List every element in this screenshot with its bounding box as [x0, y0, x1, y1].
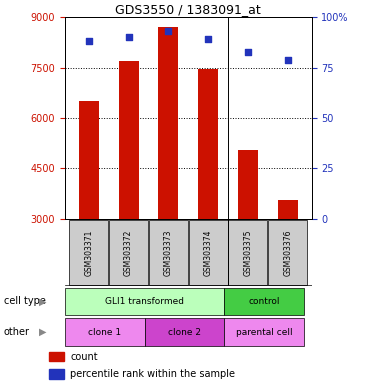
Bar [145, 318, 224, 346]
Bar [109, 220, 148, 285]
Bar [224, 288, 304, 315]
Text: ▶: ▶ [39, 296, 46, 306]
Bar [69, 220, 108, 285]
Text: GSM303374: GSM303374 [204, 229, 213, 276]
Bar [65, 288, 224, 315]
Point [165, 28, 171, 35]
Text: GSM303375: GSM303375 [243, 229, 253, 276]
Bar [119, 61, 138, 219]
Bar [79, 101, 99, 219]
Text: cell type: cell type [4, 296, 46, 306]
Bar [49, 369, 63, 379]
Bar [229, 220, 267, 285]
Text: control: control [248, 297, 280, 306]
Point [126, 35, 132, 41]
Bar [224, 318, 304, 346]
Title: GDS3550 / 1383091_at: GDS3550 / 1383091_at [115, 3, 261, 16]
Bar [189, 220, 228, 285]
Bar [65, 318, 145, 346]
Text: percentile rank within the sample: percentile rank within the sample [70, 369, 235, 379]
Text: GSM303373: GSM303373 [164, 229, 173, 276]
Point [86, 38, 92, 45]
Bar [49, 352, 63, 361]
Bar [238, 150, 258, 219]
Bar [278, 200, 298, 219]
Text: GSM303371: GSM303371 [84, 229, 93, 276]
Point [205, 36, 211, 43]
Text: clone 2: clone 2 [168, 328, 201, 337]
Text: other: other [4, 327, 30, 337]
Bar [198, 70, 218, 219]
Text: clone 1: clone 1 [88, 328, 121, 337]
Bar [158, 27, 178, 219]
Text: GSM303372: GSM303372 [124, 229, 133, 276]
Bar [149, 220, 188, 285]
Point [245, 48, 251, 55]
Text: count: count [70, 352, 98, 362]
Text: GLI1 transformed: GLI1 transformed [105, 297, 184, 306]
Text: GSM303376: GSM303376 [283, 229, 292, 276]
Text: parental cell: parental cell [236, 328, 292, 337]
Bar [268, 220, 307, 285]
Point [285, 56, 291, 63]
Text: ▶: ▶ [39, 327, 46, 337]
